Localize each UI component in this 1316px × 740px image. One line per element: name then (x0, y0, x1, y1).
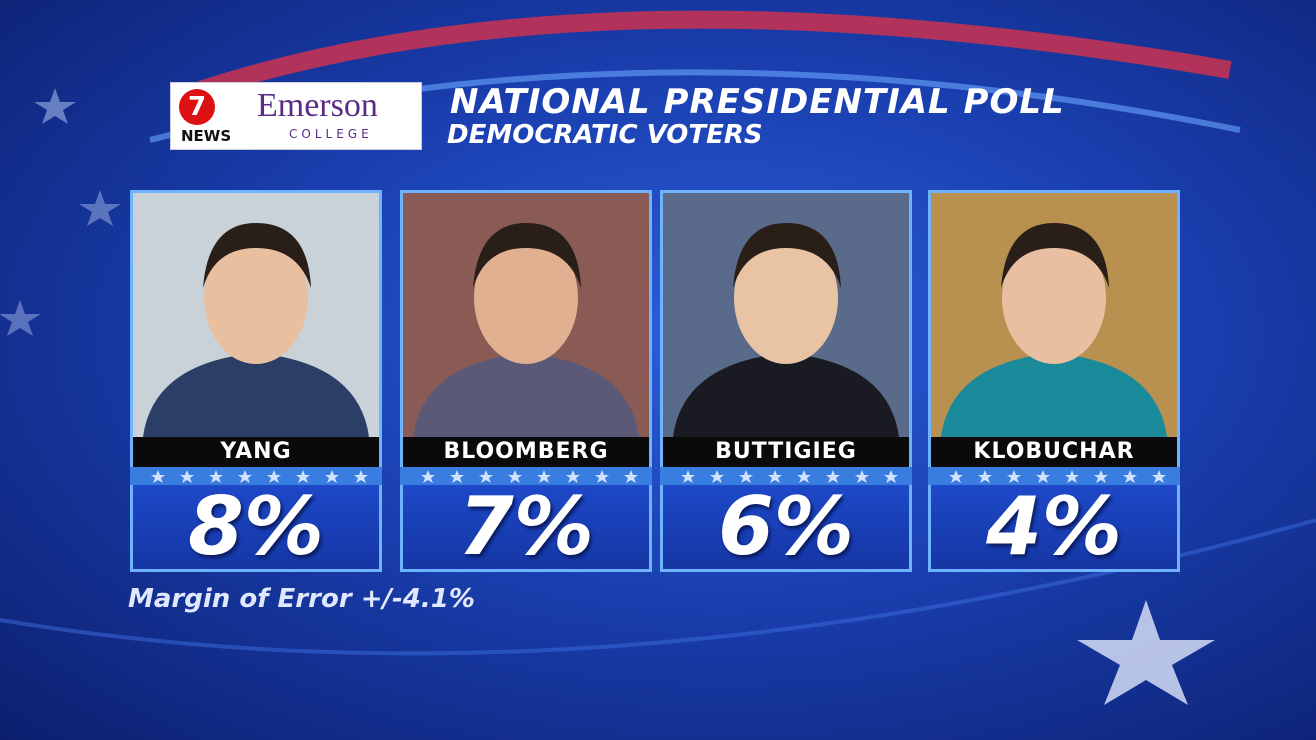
stars (151, 470, 368, 483)
stars (421, 470, 638, 483)
candidate-photo (403, 193, 649, 437)
station-number: 7 (179, 89, 215, 125)
candidate-panel: YANG 8% (130, 190, 382, 572)
poll-result: 4% (931, 485, 1177, 569)
poll-result: 6% (663, 485, 909, 569)
margin-of-error: Margin of Error +/-4.1% (128, 584, 475, 614)
candidate-photo (663, 193, 909, 437)
stars (949, 470, 1166, 483)
star-strip (928, 467, 1180, 485)
college-subtitle: COLLEGE (289, 127, 373, 141)
candidate-photo (931, 193, 1177, 437)
candidate-photo (133, 193, 379, 437)
candidate-panel: BLOOMBERG 7% (400, 190, 652, 572)
photo-illustration (931, 193, 1177, 437)
subtitle: DEMOCRATIC VOTERS (447, 120, 763, 150)
photo-illustration (663, 193, 909, 437)
station-name: NEWS (181, 127, 232, 145)
candidate-name: BUTTIGIEG (663, 437, 909, 467)
logo: 7 NEWS Emerson COLLEGE (170, 82, 422, 150)
star-strip (130, 467, 382, 485)
college-name: Emerson (257, 87, 378, 124)
photo-illustration (403, 193, 649, 437)
star-strip (400, 467, 652, 485)
title: NATIONAL PRESIDENTIAL POLL (450, 82, 1065, 122)
poll-result: 8% (133, 485, 379, 569)
candidate-name: BLOOMBERG (403, 437, 649, 467)
candidate-panel: BUTTIGIEG 6% (660, 190, 912, 572)
candidate-name: KLOBUCHAR (931, 437, 1177, 467)
candidate-panel: KLOBUCHAR 4% (928, 190, 1180, 572)
star-strip (660, 467, 912, 485)
poll-result: 7% (403, 485, 649, 569)
candidate-name: YANG (133, 437, 379, 467)
stars (681, 470, 898, 483)
photo-illustration (133, 193, 379, 437)
